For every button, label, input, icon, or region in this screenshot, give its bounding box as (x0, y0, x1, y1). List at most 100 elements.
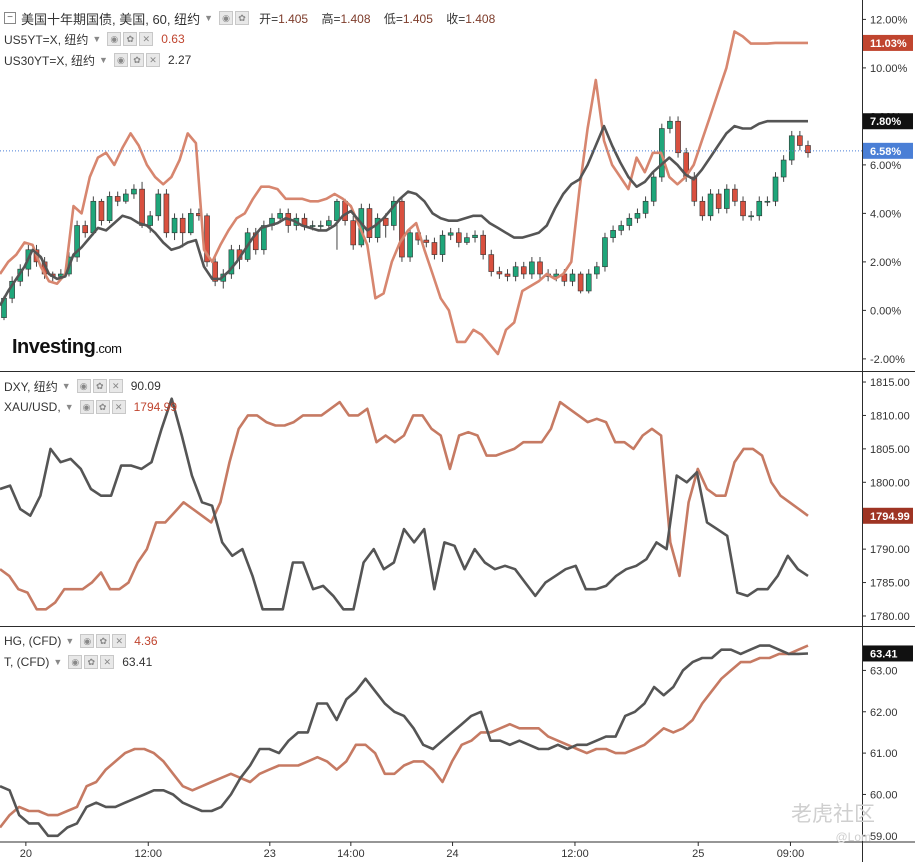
x-tick-label: 12:00 (561, 848, 589, 860)
candle-body (423, 239, 430, 243)
candle-body (626, 217, 633, 226)
chevron-down-icon[interactable]: ▼ (204, 13, 214, 23)
gear-icon[interactable]: ✿ (123, 32, 138, 46)
close-icon[interactable]: ✕ (145, 53, 160, 67)
price-badge-label: 63.41 (870, 648, 898, 660)
x-axis-strip[interactable] (0, 842, 915, 862)
y-tick-label: 1805.00 (870, 444, 910, 456)
chevron-down-icon[interactable]: ▼ (99, 55, 108, 65)
candle-body (780, 159, 787, 178)
candle-body (529, 261, 535, 275)
legend-t-value: 63.41 (122, 655, 153, 669)
y-tick-label: 1785.00 (870, 578, 910, 590)
legend-dxy[interactable]: DXY, 纽约 ▼ ◉ ✿ ✕ 90.09 (4, 377, 161, 395)
candle-body (618, 225, 625, 231)
close-icon[interactable]: ✕ (111, 400, 126, 414)
eye-icon[interactable]: ◉ (68, 655, 83, 669)
candle-body (464, 237, 470, 243)
pane-2[interactable]: 1815.001810.001805.001800.001795.001790.… (0, 377, 913, 623)
chevron-down-icon[interactable]: ▼ (64, 402, 74, 412)
legend-us5yt[interactable]: US5YT=X, 纽约 ▼ ◉ ✿ ✕ 0.63 (4, 30, 185, 48)
series-line (0, 397, 809, 611)
collapse-icon[interactable]: − (4, 12, 16, 24)
price-badge (863, 507, 913, 524)
legend-t-name: T, (CFD) (4, 655, 50, 669)
candle-body (382, 217, 389, 226)
gear-icon[interactable]: ✿ (235, 11, 250, 25)
legend-us30yt-name: US30YT=X, 纽约 (4, 53, 96, 68)
y-tick-label: 59.00 (870, 831, 898, 843)
y-tick-label: 0.00% (870, 305, 901, 317)
pane-1[interactable]: 12.00%10.00%8.00%6.00%4.00%2.00%0.00%-2.… (0, 14, 913, 366)
candle-body (90, 200, 97, 234)
close-icon[interactable]: ✕ (112, 634, 127, 648)
price-badge-label: 6.58% (870, 146, 901, 158)
candle-body (715, 193, 722, 209)
candle-body (610, 230, 616, 238)
close-icon[interactable]: ✕ (139, 32, 154, 46)
legend-us30yt[interactable]: US30YT=X, 纽约 ▼ ◉ ✿ ✕ 2.27 (4, 51, 191, 69)
candle-body (114, 196, 121, 202)
logo-main: Investing (12, 336, 96, 358)
candle-body (756, 200, 763, 217)
chevron-down-icon[interactable]: ▼ (65, 636, 75, 646)
close-icon[interactable]: ✕ (100, 655, 115, 669)
candle-body (277, 213, 283, 219)
eye-icon[interactable]: ◉ (113, 53, 128, 67)
logo-suffix: .com (95, 341, 122, 356)
candle-body (642, 200, 649, 214)
legend-hg[interactable]: HG, (CFD) ▼ ◉ ✿ ✕ 4.36 (4, 632, 158, 650)
eye-icon[interactable]: ◉ (79, 400, 94, 414)
gear-icon[interactable]: ✿ (96, 634, 111, 648)
ohlc-readout: 开=1.405 高=1.408 低=1.405 收=1.408 (259, 10, 505, 27)
candle-body (447, 232, 454, 236)
eye-icon[interactable]: ◉ (76, 379, 91, 393)
candle-body (334, 200, 340, 221)
y-tick-label: -2.00% (870, 354, 905, 366)
candle-body (187, 213, 194, 234)
investing-logo: Investing.com (12, 336, 122, 359)
x-tick-label: 20 (20, 848, 32, 860)
candle-body (82, 225, 89, 234)
gear-icon[interactable]: ✿ (95, 400, 110, 414)
pane-3[interactable]: 63.00 62.00 61.00 60.00 59.00 63.41 (0, 644, 913, 843)
gear-icon[interactable]: ✿ (129, 53, 144, 67)
legend-t[interactable]: T, (CFD) ▼ ◉ ✿ ✕ 63.41 (4, 653, 152, 671)
chevron-down-icon[interactable]: ▼ (61, 381, 71, 391)
high-value: 1.408 (340, 11, 371, 26)
y-tick-label: 1790.00 (870, 544, 910, 556)
low-value: 1.405 (402, 11, 433, 26)
candle-body (374, 217, 381, 238)
candle-body (480, 234, 486, 255)
candle-body (350, 220, 357, 246)
price-badge (863, 113, 913, 130)
candle-body (805, 145, 811, 154)
chevron-down-icon[interactable]: ▼ (92, 34, 102, 44)
chevron-down-icon[interactable]: ▼ (53, 657, 63, 667)
x-tick-label: 12:00 (134, 848, 162, 860)
candle-body (147, 215, 153, 226)
candle-body (366, 208, 373, 238)
legend-xau[interactable]: XAU/USD, ▼ ◉ ✿ ✕ 1794.99 (4, 398, 177, 416)
legend-hg-name: HG, (CFD) (4, 634, 62, 648)
candle-body (228, 249, 235, 275)
candle-body (261, 225, 267, 251)
gear-icon[interactable]: ✿ (84, 655, 99, 669)
watermark: 老虎社区 (791, 798, 875, 828)
candle-body (326, 220, 332, 226)
candle-body (171, 217, 178, 234)
close-icon[interactable]: ✕ (108, 379, 123, 393)
candle-body (439, 234, 446, 255)
candle-body (797, 135, 803, 146)
candle-body (594, 266, 600, 275)
instrument-title: 美国十年期国债, 美国, 60, 纽约 (21, 11, 201, 27)
eye-icon[interactable]: ◉ (219, 11, 234, 25)
x-tick-label: 23 (264, 848, 276, 860)
gear-icon[interactable]: ✿ (92, 379, 107, 393)
eye-icon[interactable]: ◉ (80, 634, 95, 648)
candle-body (585, 273, 592, 292)
candle-body (155, 193, 162, 217)
candle-body (732, 188, 738, 202)
eye-icon[interactable]: ◉ (107, 32, 122, 46)
